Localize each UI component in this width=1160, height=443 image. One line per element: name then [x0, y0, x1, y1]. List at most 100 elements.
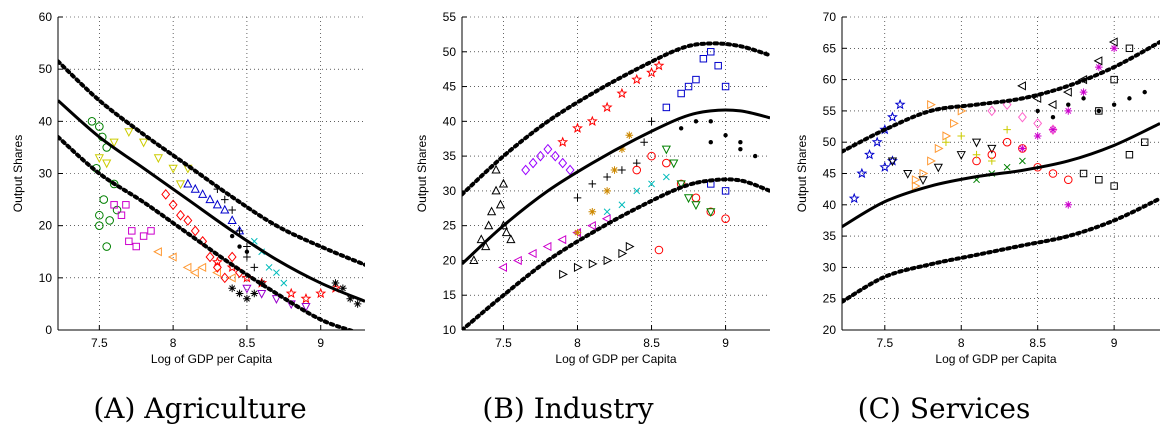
fitted-curve [842, 122, 1160, 229]
x-tick-label: 8.5 [1029, 336, 1046, 350]
data-point [864, 148, 875, 160]
scatter-series-triangle-down [661, 145, 716, 218]
x-tick-label: 8.5 [643, 336, 660, 350]
y-tick-label: 30 [39, 167, 53, 181]
data-point [738, 140, 743, 145]
data-point [122, 201, 130, 209]
data-point [738, 146, 743, 152]
data-point [205, 251, 215, 263]
data-point [586, 115, 598, 126]
y-tick-label: 0 [45, 323, 52, 337]
y-tick-label: 30 [823, 260, 837, 274]
data-point [618, 166, 626, 174]
data-point [528, 157, 538, 169]
data-point [481, 241, 491, 251]
data-point [117, 211, 126, 219]
data-point [161, 189, 171, 200]
data-point [669, 159, 679, 169]
data-point [1063, 87, 1072, 97]
data-point [228, 206, 236, 214]
data-point [640, 138, 648, 146]
y-axis-title: Output Shares [11, 135, 25, 212]
data-point [542, 241, 552, 252]
data-point [235, 227, 244, 235]
data-point [315, 287, 327, 299]
data-point [353, 300, 362, 308]
agriculture-chart-panel: 0 10 20 30 40 50 60 7.5 8 8.5 9 Log of GDP per Capi… [11, 10, 365, 366]
data-point [243, 294, 251, 303]
data-point [1093, 56, 1103, 66]
data-point [1079, 169, 1088, 178]
data-point [707, 48, 715, 56]
data-point [1049, 125, 1057, 134]
y-tick-label: 15 [443, 288, 457, 302]
y-tick-label: 20 [39, 219, 53, 233]
data-point [721, 214, 730, 224]
data-point [557, 234, 567, 245]
data-point [927, 100, 936, 110]
confidence-band-upper [462, 41, 770, 197]
data-point [1017, 111, 1027, 123]
data-point [1063, 175, 1073, 185]
data-point [1050, 114, 1056, 120]
y-tick-label: 45 [823, 167, 837, 181]
data-point [1048, 169, 1058, 178]
y-tick-label: 60 [39, 10, 53, 24]
data-point [633, 187, 641, 195]
caption-agriculture: (A) Agriculture [93, 392, 307, 425]
data-point [972, 150, 981, 159]
data-layer [58, 59, 365, 330]
data-point [1048, 124, 1058, 136]
data-point [1127, 96, 1132, 101]
scatter-series-diamond [521, 143, 575, 176]
data-point [469, 255, 479, 264]
y-tick-label: 25 [443, 219, 457, 233]
data-point [956, 151, 966, 160]
scatter-series-square [110, 201, 155, 251]
data-point [132, 242, 140, 251]
data-point [1111, 102, 1117, 107]
y-tick-label: 40 [823, 198, 837, 212]
data-point [205, 194, 215, 204]
data-point [911, 181, 921, 191]
data-point [527, 248, 537, 259]
data-point [300, 292, 312, 304]
data-point [708, 140, 713, 145]
scatter-series-plus [213, 185, 259, 272]
data-point [987, 144, 997, 154]
data-point [1066, 102, 1071, 107]
data-point [987, 105, 997, 117]
data-point [476, 234, 486, 244]
data-point [918, 176, 928, 186]
x-tick-label: 8 [958, 336, 965, 350]
data-point [653, 59, 665, 71]
data-point [536, 150, 545, 162]
y-tick-label: 35 [823, 229, 837, 243]
x-axis-title: Log of GDP per Capita [555, 352, 677, 366]
data-point [1081, 96, 1086, 101]
data-point [957, 132, 966, 140]
data-point [271, 295, 282, 304]
data-point [220, 195, 229, 204]
scatter-series-triangle-down [887, 138, 997, 186]
data-point [1033, 132, 1042, 140]
y-tick-label: 10 [443, 323, 457, 337]
data-point [175, 180, 186, 190]
data-point [933, 163, 943, 173]
x-tick-label: 7.5 [91, 336, 108, 350]
confidence-band-upper [842, 40, 1160, 154]
data-point [691, 201, 701, 211]
data-point [1019, 157, 1026, 165]
data-point [168, 164, 178, 174]
data-layer [462, 41, 770, 330]
y-axis-title: Output Shares [415, 135, 429, 212]
data-point [631, 73, 643, 85]
data-point [557, 136, 569, 147]
data-point [647, 151, 656, 161]
data-point [102, 242, 112, 251]
data-point [603, 173, 611, 181]
data-point [573, 228, 582, 237]
data-point [506, 234, 516, 244]
data-point [491, 164, 501, 174]
scatter-series-dot [229, 233, 250, 254]
